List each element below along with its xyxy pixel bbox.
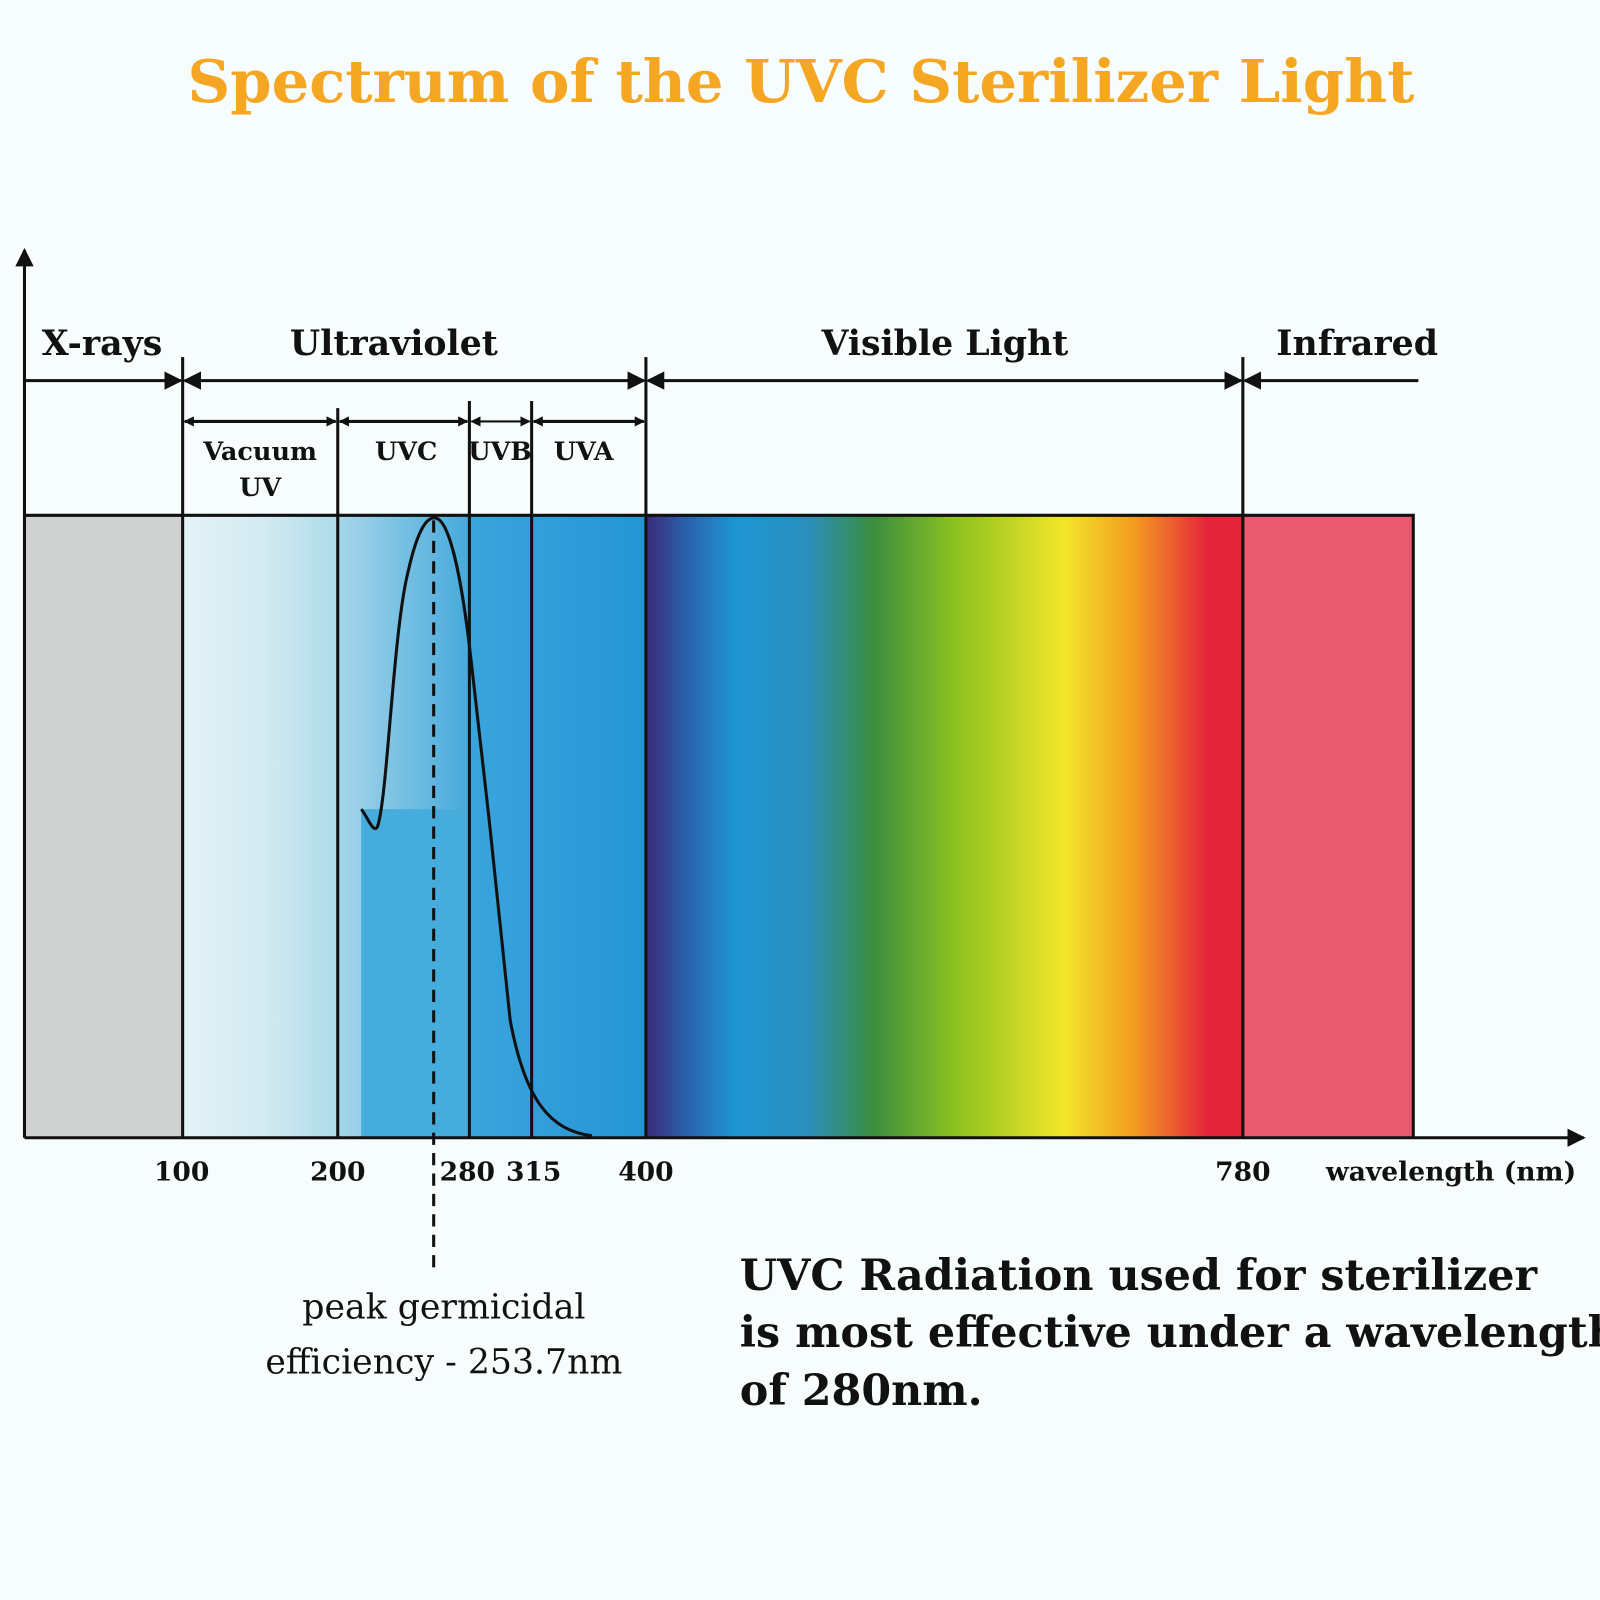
sub-band-label: UV [239,473,282,503]
tick-label: 200 [310,1157,365,1188]
band-label: X-rays [42,323,163,364]
tick-label: 280 [440,1157,495,1188]
dividers [181,357,1245,1138]
emission-curve [360,516,593,1138]
note: of 280nm. [740,1366,983,1416]
xray-fill [24,515,183,1138]
visible-fill [645,515,1243,1138]
band-arrows [24,371,1419,427]
axis-label: wavelength (nm) [1325,1157,1576,1188]
tick-label: 315 [506,1157,561,1188]
sub-band-label: UVA [554,437,615,467]
band-label: Ultraviolet [290,323,498,364]
sub-band-label: UVC [375,437,437,467]
uvb-uva-fill [469,515,646,1138]
title: Spectrum of the UVC Sterilizer Light [188,46,1416,116]
tick-label: 780 [1215,1157,1270,1188]
band-label: Infrared [1276,323,1438,364]
note: is most effective under a wavelength [740,1308,1600,1358]
band-label: Visible Light [820,323,1068,364]
tick-label: 100 [154,1157,209,1188]
tick-label: 400 [618,1157,673,1188]
peak-annotation: efficiency - 253.7nm [265,1342,622,1382]
vacuum-fill [182,515,338,1138]
infrared-fill [1242,515,1414,1138]
sub-band-label: Vacuum [202,437,317,467]
uvc-emission [361,809,470,1138]
sub-band-label: UVB [468,437,532,467]
peak-annotation: peak germicidal [302,1287,585,1327]
band-outline [24,513,1415,1138]
note: UVC Radiation used for sterilizer [740,1251,1539,1301]
